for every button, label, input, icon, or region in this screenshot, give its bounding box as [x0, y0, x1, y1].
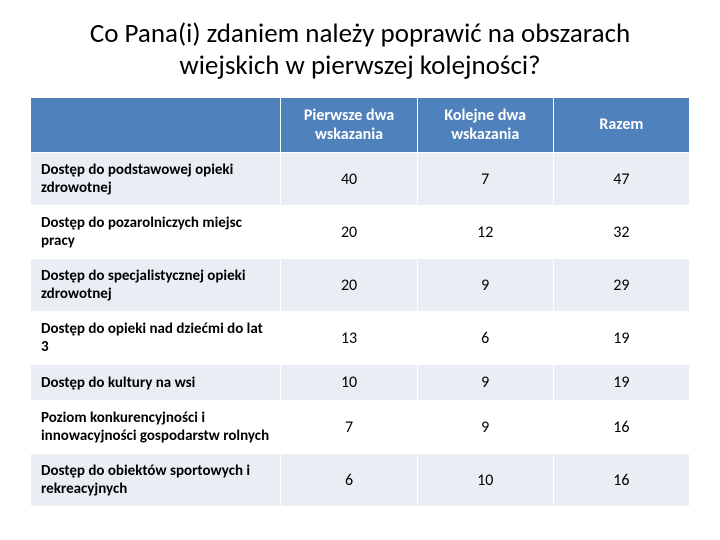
cell: 6 — [417, 312, 553, 365]
cell: 32 — [553, 206, 689, 259]
cell: 10 — [281, 365, 417, 401]
row-label: Dostęp do kultury na wsi — [31, 365, 281, 401]
cell: 10 — [417, 454, 553, 507]
col-header-2: Kolejne dwa wskazania — [417, 97, 553, 152]
cell: 7 — [417, 153, 553, 206]
cell: 16 — [553, 454, 689, 507]
cell: 12 — [417, 206, 553, 259]
cell: 20 — [281, 206, 417, 259]
slide-title: Co Pana(i) zdaniem należy poprawić na ob… — [30, 18, 690, 83]
table-row: Dostęp do podstawowej opieki zdrowotnej … — [31, 153, 690, 206]
cell: 19 — [553, 365, 689, 401]
cell: 16 — [553, 401, 689, 454]
row-label: Dostęp do podstawowej opieki zdrowotnej — [31, 153, 281, 206]
slide: Co Pana(i) zdaniem należy poprawić na ob… — [0, 0, 720, 540]
cell: 47 — [553, 153, 689, 206]
cell: 29 — [553, 259, 689, 312]
cell: 7 — [281, 401, 417, 454]
row-label: Dostęp do opieki nad dziećmi do lat 3 — [31, 312, 281, 365]
row-label: Dostęp do specjalistycznej opieki zdrowo… — [31, 259, 281, 312]
table-row: Dostęp do kultury na wsi 10 9 19 — [31, 365, 690, 401]
cell: 19 — [553, 312, 689, 365]
row-label: Dostęp do obiektów sportowych i rekreacy… — [31, 454, 281, 507]
cell: 6 — [281, 454, 417, 507]
cell: 9 — [417, 365, 553, 401]
col-header-3: Razem — [553, 97, 689, 152]
table-header-row: Pierwsze dwa wskazania Kolejne dwa wskaz… — [31, 97, 690, 152]
col-header-blank — [31, 97, 281, 152]
table-row: Dostęp do specjalistycznej opieki zdrowo… — [31, 259, 690, 312]
cell: 9 — [417, 259, 553, 312]
data-table: Pierwsze dwa wskazania Kolejne dwa wskaz… — [30, 97, 690, 507]
cell: 13 — [281, 312, 417, 365]
table-row: Dostęp do obiektów sportowych i rekreacy… — [31, 454, 690, 507]
cell: 40 — [281, 153, 417, 206]
cell: 20 — [281, 259, 417, 312]
col-header-1: Pierwsze dwa wskazania — [281, 97, 417, 152]
row-label: Poziom konkurencyjności i innowacyjności… — [31, 401, 281, 454]
table-row: Dostęp do pozarolniczych miejsc pracy 20… — [31, 206, 690, 259]
row-label: Dostęp do pozarolniczych miejsc pracy — [31, 206, 281, 259]
table-row: Dostęp do opieki nad dziećmi do lat 3 13… — [31, 312, 690, 365]
cell: 9 — [417, 401, 553, 454]
table-row: Poziom konkurencyjności i innowacyjności… — [31, 401, 690, 454]
